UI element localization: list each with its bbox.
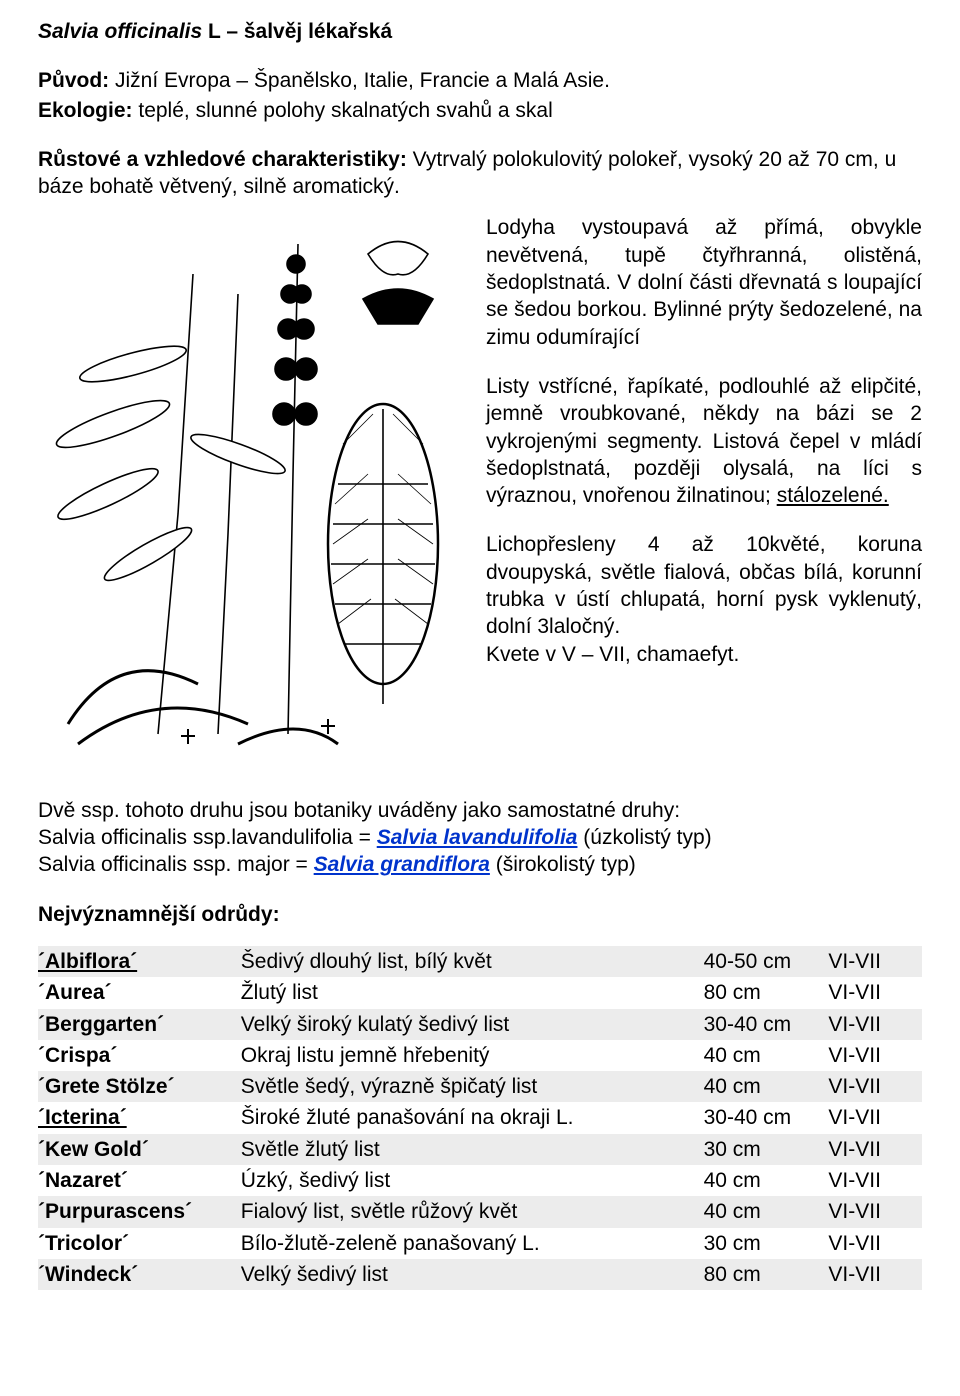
cultivar-desc: Velký široký kulatý šedivý list [241, 1009, 704, 1040]
subspecies-block: Dvě ssp. tohoto druhu jsou botaniky uvád… [38, 797, 922, 879]
desc-p3: Lichopřesleny 4 až 10květé, koruna dvoup… [486, 531, 922, 667]
cultivar-name-cell: ´Nazaret´ [38, 1165, 241, 1196]
cultivar-height: 40 cm [704, 1165, 829, 1196]
cultivar-height: 80 cm [704, 977, 829, 1008]
link-salvia-lavandulifolia[interactable]: Salvia lavandulifolia [377, 826, 578, 849]
ssp-line1b: (úzkolistý typ) [577, 826, 711, 849]
cultivar-height: 30 cm [704, 1228, 829, 1259]
cultivar-link[interactable]: ´Albiflora´ [38, 950, 137, 973]
cultivar-name: ´Purpurascens´ [38, 1200, 192, 1223]
ecology-line: Ekologie: teplé, slunné polohy skalnatýc… [38, 97, 922, 124]
two-column-section: Lodyha vystoupavá až přímá, obvykle nevě… [38, 214, 922, 756]
cultivar-name: ´Berggarten´ [38, 1013, 164, 1036]
cultivar-bloom: VI-VII [828, 1228, 922, 1259]
link-salvia-grandiflora[interactable]: Salvia grandiflora [314, 853, 490, 876]
description-column: Lodyha vystoupavá až přímá, obvykle nevě… [486, 214, 922, 756]
cultivar-bloom: VI-VII [828, 1040, 922, 1071]
cultivar-name-cell: ´Berggarten´ [38, 1009, 241, 1040]
table-row: ´Grete Stölze´ Světle šedý, výrazně špiča… [38, 1071, 922, 1102]
cultivar-name-cell: ´Grete Stölze´ [38, 1071, 241, 1102]
growth-line: Růstové a vzhledové charakteristiky: Vyt… [38, 146, 922, 201]
cultivar-height: 40 cm [704, 1196, 829, 1227]
cultivar-bloom: VI-VII [828, 1102, 922, 1133]
table-row: ´Crispa´ Okraj listu jemně hřebenitý40 cm… [38, 1040, 922, 1071]
cultivar-link[interactable]: ´Icterina´ [38, 1106, 127, 1129]
botanical-illustration [38, 214, 468, 756]
cultivar-bloom: VI-VII [828, 1196, 922, 1227]
cultivar-name-cell: ´Icterina´ [38, 1102, 241, 1133]
ssp-intro: Dvě ssp. tohoto druhu jsou botaniky uvád… [38, 799, 680, 822]
cultivars-heading: Nejvýznamnější odrůdy: [38, 901, 922, 928]
cultivar-name-cell: ´Purpurascens´ [38, 1196, 241, 1227]
cultivar-desc: Bílo-žlutě-zeleně panašovaný L. [241, 1228, 704, 1259]
growth-label: Růstové a vzhledové charakteristiky: [38, 148, 407, 171]
origin-label: Původ: [38, 69, 109, 92]
title-czech: šalvěj lékařská [244, 20, 392, 43]
cultivar-height: 40-50 cm [704, 946, 829, 977]
cultivar-name-cell: ´Windeck´ [38, 1259, 241, 1290]
title-authority: L – [208, 20, 244, 43]
cultivar-bloom: VI-VII [828, 946, 922, 977]
cultivar-name-cell: ´Albiflora´ [38, 946, 241, 977]
cultivar-name-cell: ´Aurea´ [38, 977, 241, 1008]
ssp-line2b: (širokolistý typ) [490, 853, 636, 876]
cultivar-desc: Šedivý dlouhý list, bílý květ [241, 946, 704, 977]
cultivar-desc: Světle šedý, výrazně špičatý list [241, 1071, 704, 1102]
cultivar-name: ´Grete Stölze´ [38, 1075, 175, 1098]
table-row: ´Albiflora´ Šedivý dlouhý list, bílý květ… [38, 946, 922, 977]
cultivar-bloom: VI-VII [828, 1259, 922, 1290]
cultivar-height: 40 cm [704, 1040, 829, 1071]
table-row: ´Berggarten´ Velký široký kulatý šedivý l… [38, 1009, 922, 1040]
cultivar-height: 40 cm [704, 1071, 829, 1102]
desc-p2: Listy vstřícné, řapíkaté, podlouhlé až e… [486, 373, 922, 509]
table-row: ´Aurea´ Žlutý list80 cmVI-VII [38, 977, 922, 1008]
cultivar-bloom: VI-VII [828, 1134, 922, 1165]
cultivar-name: ´Tricolor´ [38, 1232, 129, 1255]
cultivar-desc: Okraj listu jemně hřebenitý [241, 1040, 704, 1071]
cultivar-name: ´Windeck´ [38, 1263, 138, 1286]
page-title: Salvia officinalis L – šalvěj lékařská [38, 18, 922, 45]
cultivar-bloom: VI-VII [828, 1165, 922, 1196]
title-latin: Salvia officinalis [38, 20, 202, 43]
desc-p1: Lodyha vystoupavá až přímá, obvykle nevě… [486, 214, 922, 350]
cultivar-bloom: VI-VII [828, 1009, 922, 1040]
table-row: ´Purpurascens´ Fialový list, světle růžov… [38, 1196, 922, 1227]
ssp-line2a: Salvia officinalis ssp. major = [38, 853, 314, 876]
cultivar-desc: Velký šedivý list [241, 1259, 704, 1290]
table-row: ´Icterina´ Široké žluté panašování na okr… [38, 1102, 922, 1133]
cultivar-bloom: VI-VII [828, 977, 922, 1008]
cultivar-desc: Žlutý list [241, 977, 704, 1008]
cultivar-name: ´Crispa´ [38, 1044, 117, 1067]
cultivar-height: 30-40 cm [704, 1009, 829, 1040]
evergreen-underline: stálozelené. [777, 484, 889, 507]
cultivar-height: 80 cm [704, 1259, 829, 1290]
cultivar-height: 30-40 cm [704, 1102, 829, 1133]
cultivar-name-cell: ´Kew Gold´ [38, 1134, 241, 1165]
ecology-text: teplé, slunné polohy skalnatých svahů a … [138, 99, 552, 122]
cultivar-height: 30 cm [704, 1134, 829, 1165]
cultivar-name: ´Kew Gold´ [38, 1138, 149, 1161]
cultivar-name-cell: ´Crispa´ [38, 1040, 241, 1071]
cultivar-desc: Světle žlutý list [241, 1134, 704, 1165]
ssp-line1a: Salvia officinalis ssp.lavandulifolia = [38, 826, 377, 849]
origin-line: Původ: Jižní Evropa – Španělsko, Italie,… [38, 67, 922, 94]
table-row: ´Nazaret´ Úzký, šedivý list40 cmVI-VII [38, 1165, 922, 1196]
cultivar-bloom: VI-VII [828, 1071, 922, 1102]
cultivar-desc: Úzký, šedivý list [241, 1165, 704, 1196]
cultivar-name-cell: ´Tricolor´ [38, 1228, 241, 1259]
origin-text: Jižní Evropa – Španělsko, Italie, Franci… [115, 69, 610, 92]
table-row: ´Kew Gold´ Světle žlutý list30 cmVI-VII [38, 1134, 922, 1165]
plant-drawing-icon [38, 214, 468, 749]
cultivar-name: ´Nazaret´ [38, 1169, 128, 1192]
ecology-label: Ekologie: [38, 99, 133, 122]
cultivar-name: ´Aurea´ [38, 981, 112, 1004]
cultivars-table: ´Albiflora´ Šedivý dlouhý list, bílý květ… [38, 946, 922, 1290]
cultivar-desc: Široké žluté panašování na okraji L. [241, 1102, 704, 1133]
table-row: ´Windeck´ Velký šedivý list80 cmVI-VII [38, 1259, 922, 1290]
table-row: ´Tricolor´ Bílo-žlutě-zeleně panašovaný L… [38, 1228, 922, 1259]
cultivar-desc: Fialový list, světle růžový květ [241, 1196, 704, 1227]
